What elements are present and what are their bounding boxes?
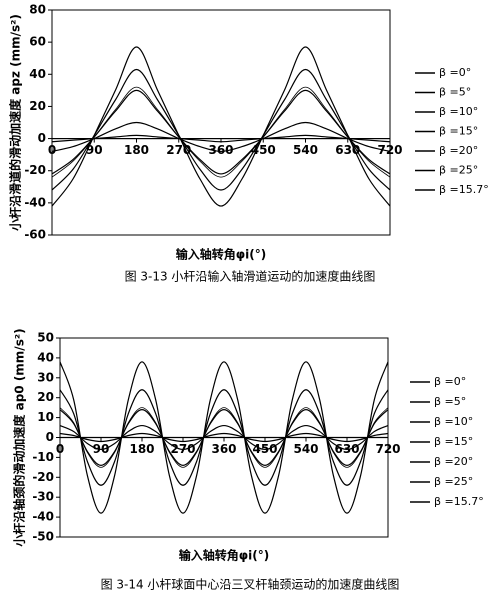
- x-tick-label: 360: [208, 143, 233, 157]
- y-tick-label: 50: [37, 331, 54, 345]
- x-tick-label: 180: [129, 442, 154, 456]
- x-tick-label: 540: [293, 442, 318, 456]
- legend-label: β =15.7°: [439, 183, 489, 196]
- y-tick-label: 30: [37, 370, 54, 384]
- y-tick-label: -20: [32, 470, 54, 484]
- y-tick-label: 40: [29, 67, 46, 81]
- x-tick-label: 360: [211, 442, 236, 456]
- x-axis-label: 输入轴转角φi(°): [179, 548, 269, 563]
- x-tick-label: 180: [124, 143, 149, 157]
- x-tick-label: 540: [293, 143, 318, 157]
- legend-label: β =25°: [439, 164, 478, 177]
- plot-frame: [51, 9, 391, 236]
- y-tick-label: 0: [46, 430, 54, 444]
- series-line: [51, 86, 391, 178]
- y-tick-label: 10: [37, 410, 54, 424]
- y-tick-label: -30: [32, 490, 54, 504]
- legend-label: β =0°: [434, 375, 466, 388]
- y-tick-label: -10: [32, 450, 54, 464]
- legend-label: β =10°: [439, 105, 478, 118]
- x-tick-label: 0: [56, 442, 64, 456]
- legend-label: β =15°: [434, 435, 473, 448]
- y-tick-label: 20: [29, 99, 46, 113]
- y-tick-label: 0: [38, 131, 46, 145]
- x-tick-label: 90: [86, 143, 103, 157]
- y-tick-label: 20: [37, 390, 54, 404]
- legend-label: β =15.7°: [434, 495, 484, 508]
- series-line: [51, 89, 391, 175]
- y-axis-label: 小杆沿轴颈的滑动加速度 ap0 (mm/s²): [12, 328, 27, 546]
- y-axis-label: 小杆沿滑道的滑动加速度 apz (mm/s²): [8, 14, 23, 231]
- x-axis-label: 输入轴转角φi(°): [176, 247, 266, 262]
- series-line: [51, 68, 391, 191]
- y-tick-label: -50: [32, 530, 54, 544]
- figure-caption: 图 3-13 小杆沿输入轴滑道运动的加速度曲线图: [125, 269, 376, 284]
- legend-label: β =5°: [439, 86, 471, 99]
- y-tick-label: 40: [37, 350, 54, 364]
- y-tick-label: -60: [24, 228, 46, 242]
- x-tick-label: 0: [48, 143, 56, 157]
- y-tick-label: -40: [24, 195, 46, 209]
- legend-label: β =0°: [439, 66, 471, 79]
- x-tick-label: 720: [375, 442, 400, 456]
- legend-label: β =20°: [439, 144, 478, 157]
- legend-label: β =15°: [439, 125, 478, 138]
- y-tick-label: 60: [29, 35, 46, 49]
- figure-caption: 图 3-14 小杆球面中心沿三叉杆轴颈运动的加速度曲线图: [101, 577, 400, 592]
- series-line: [51, 121, 391, 153]
- series-line: [59, 409, 389, 466]
- y-tick-label: -40: [32, 510, 54, 524]
- legend-label: β =10°: [434, 415, 473, 428]
- legend-label: β =20°: [434, 455, 473, 468]
- legend-label: β =5°: [434, 395, 466, 408]
- series-line: [59, 424, 389, 451]
- y-tick-label: -20: [24, 163, 46, 177]
- series-line: [59, 432, 389, 443]
- series-line: [59, 407, 389, 468]
- x-tick-label: 720: [377, 143, 402, 157]
- series-line: [51, 134, 391, 143]
- series-line: [59, 361, 389, 514]
- series-line: [51, 46, 391, 207]
- y-tick-label: 80: [29, 3, 46, 17]
- series-line: [59, 389, 389, 486]
- legend-label: β =25°: [434, 475, 473, 488]
